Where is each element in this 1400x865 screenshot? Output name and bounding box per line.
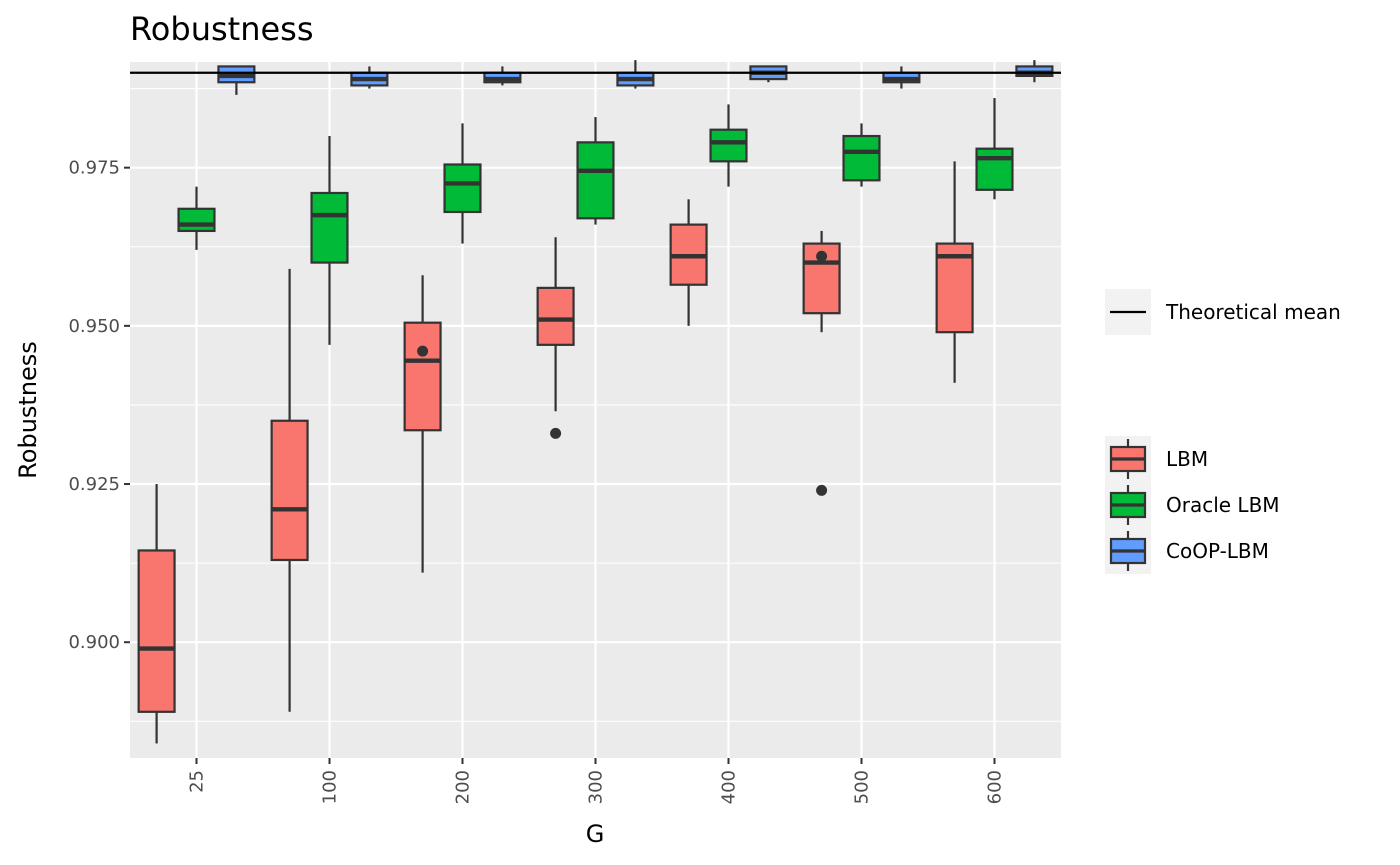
y-tick-label: 0.950	[68, 316, 120, 337]
box-oracle-lbm-600	[975, 98, 1014, 200]
x-tick-label: 600	[985, 770, 1006, 804]
box-oracle-lbm-100	[310, 136, 349, 345]
box-lbm-300	[536, 237, 575, 439]
box-body	[177, 207, 216, 233]
y-tick-label: 0.925	[68, 474, 120, 495]
legend-label: CoOP-LBM	[1166, 539, 1269, 563]
box-body	[443, 163, 482, 214]
box-body	[709, 128, 748, 163]
x-tick-label: 100	[320, 770, 341, 804]
x-tick-label: 500	[852, 770, 873, 804]
legend-label-theoretical-mean: Theoretical mean	[1165, 300, 1341, 324]
box-body	[403, 321, 442, 432]
box-lbm-600	[935, 161, 974, 383]
box-body	[310, 191, 349, 264]
box-body	[576, 141, 615, 220]
box-coop-lbm-25	[217, 65, 256, 95]
x-tick-label: 200	[453, 770, 474, 804]
box-coop-lbm-400	[749, 65, 788, 83]
chart-title: Robustness	[130, 10, 314, 48]
x-axis-title: G	[586, 820, 605, 848]
legend-method-fill: LBM Oracle LBM CoOP-LBM	[1105, 436, 1280, 574]
box-lbm-200	[403, 275, 442, 573]
box-oracle-lbm-400	[709, 104, 748, 187]
y-axis: 0.900 0.925 0.950 0.975	[68, 158, 130, 653]
box-body	[802, 242, 841, 315]
grid-lines	[130, 62, 1061, 758]
box-oracle-lbm-300	[576, 117, 615, 225]
outlier-point	[816, 484, 828, 496]
box-oracle-lbm-25	[177, 186, 216, 250]
x-axis: 25 100 200 300 400 500 600	[187, 758, 1006, 804]
y-tick-label: 0.975	[68, 158, 120, 179]
legend-label: Oracle LBM	[1166, 493, 1280, 517]
x-tick-label: 300	[586, 770, 607, 804]
box-groups	[137, 60, 1054, 744]
box-lbm-100	[270, 268, 309, 712]
box-body	[842, 134, 881, 182]
y-tick-label: 0.900	[68, 632, 120, 653]
y-axis-title: Robustness	[14, 341, 42, 479]
outlier-point	[550, 427, 562, 439]
box-lbm-500	[802, 230, 841, 496]
box-body	[270, 419, 309, 562]
outlier-point	[816, 250, 828, 262]
box-body	[975, 147, 1014, 191]
box-body	[137, 549, 176, 713]
x-tick-label: 400	[719, 770, 740, 804]
box-oracle-lbm-500	[842, 123, 881, 187]
x-tick-label: 25	[187, 770, 208, 793]
box-coop-lbm-100	[350, 66, 389, 89]
box-lbm-400	[669, 199, 708, 326]
outlier-point	[417, 345, 429, 357]
legend-label: LBM	[1166, 447, 1208, 471]
box-lbm-25	[137, 484, 176, 744]
legend-reference-line: Theoretical mean	[1105, 289, 1341, 335]
box-oracle-lbm-200	[443, 123, 482, 244]
box-body	[536, 286, 575, 346]
